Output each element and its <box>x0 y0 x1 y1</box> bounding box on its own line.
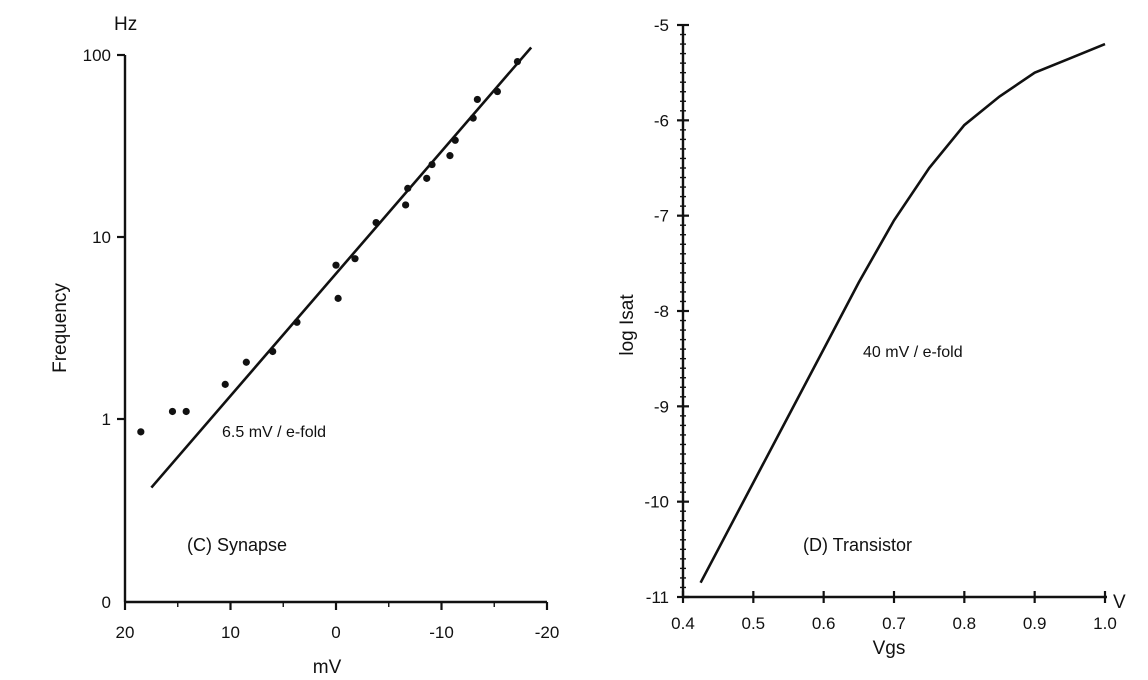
d-x-tick-label: 0.5 <box>742 614 766 633</box>
c-x-tick-label: 0 <box>331 623 340 642</box>
c-fit-line <box>150 46 533 489</box>
c-x-tick-label: -20 <box>535 623 560 642</box>
d-x-tick-label: 1.0 <box>1093 614 1117 633</box>
d-y-axis-label: log Isat <box>617 294 638 356</box>
c-data-point <box>168 407 177 416</box>
c-data-point <box>513 57 522 66</box>
d-y-ticks: -11 -10 -9 -8 -7 -6 -5 <box>644 16 689 607</box>
d-x-tick-label: 0.4 <box>671 614 695 633</box>
c-x-tick-label: 20 <box>116 623 135 642</box>
c-data-point <box>242 358 250 366</box>
c-data-point <box>372 218 380 227</box>
d-panel-label: (D) Transistor <box>803 535 912 555</box>
c-y-axis-label: Frequency <box>50 283 71 373</box>
c-data-point <box>334 294 342 302</box>
c-panel-label: (C) Synapse <box>187 535 287 555</box>
c-data-point <box>446 152 454 160</box>
c-x-tick-label: 10 <box>221 623 240 642</box>
d-y-tick-label: -6 <box>654 111 669 130</box>
d-x-tick-label: 0.7 <box>882 614 906 633</box>
c-data-point <box>493 87 502 96</box>
c-data-point <box>332 261 340 269</box>
d-annotation: 40 mV / e-fold <box>863 344 963 361</box>
d-y-tick-label: -5 <box>654 16 669 35</box>
c-y-zero-label: 0 <box>102 593 111 612</box>
c-x-ticks: 20 10 0 -10 -20 <box>116 602 560 642</box>
d-curve <box>699 42 1106 584</box>
d-x-tick-label: 0.6 <box>812 614 836 633</box>
d-x-ticks: 0.4 0.5 0.6 0.7 0.8 0.9 1.0 <box>671 591 1117 633</box>
c-x-axis-label: mV <box>313 657 342 678</box>
c-annotation: 6.5 mV / e-fold <box>222 424 326 441</box>
c-y-tick-label: 10 <box>92 228 111 247</box>
c-y-tick-label: 100 <box>83 46 111 65</box>
c-data-point <box>137 428 145 436</box>
d-y-tick-label: -10 <box>644 493 669 512</box>
d-y-tick-label: -8 <box>654 302 669 321</box>
d-x-tick-label: 0.9 <box>1023 614 1047 633</box>
c-data-point <box>182 407 190 416</box>
c-data-point <box>402 201 410 209</box>
d-x-unit: V <box>1113 592 1126 613</box>
c-data-point <box>351 255 359 263</box>
d-x-axis-label: Vgs <box>873 638 906 659</box>
d-y-tick-label: -11 <box>646 588 669 607</box>
d-x-tick-label: 0.8 <box>953 614 977 633</box>
d-y-tick-label: -9 <box>654 397 669 416</box>
c-points <box>137 57 522 436</box>
panel-d-transistor: log Isat Vgs V -11-10-9-8-7-6-5 0.4 0.5 0.… <box>617 16 1126 659</box>
c-y-ticks: 1 10 100 <box>83 46 125 429</box>
c-data-point <box>473 95 481 104</box>
c-y-tick-label: 1 <box>102 410 111 429</box>
c-data-point <box>428 160 436 169</box>
c-data-point <box>221 380 229 388</box>
d-curve-group <box>699 42 1106 584</box>
c-y-unit: Hz <box>114 14 137 35</box>
c-x-tick-label: -10 <box>429 623 454 642</box>
c-data-point <box>423 174 431 182</box>
c-data-point <box>451 136 459 144</box>
c-data-point <box>269 347 277 356</box>
c-data-point <box>469 114 477 122</box>
c-data-point <box>404 184 412 192</box>
d-y-tick-label: -7 <box>654 207 669 226</box>
c-fit-line-group <box>150 46 533 489</box>
c-data-point <box>293 318 301 326</box>
